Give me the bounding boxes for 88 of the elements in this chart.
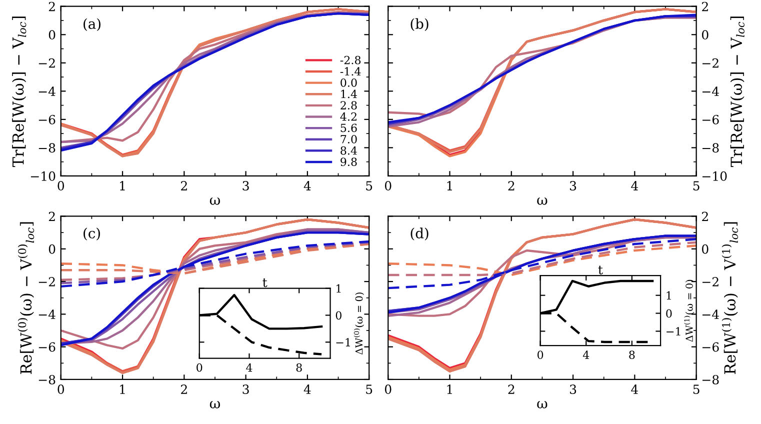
x-tick-label: 0 <box>384 384 392 394</box>
y-tick-label: 0 <box>666 309 672 318</box>
x-tick-label: 3 <box>570 384 576 394</box>
x-axis-title: ω <box>210 198 220 205</box>
x-tick-label: 2 <box>181 181 187 190</box>
y-tick-label: −2 <box>38 277 55 286</box>
y-tick-label: 0 <box>336 311 342 320</box>
x-axis-title: ω <box>537 401 548 408</box>
legend-label: -1.4 <box>340 67 361 76</box>
legend-label: 7.0 <box>340 135 357 144</box>
x-tick-label: 4 <box>304 181 311 190</box>
x-tick-label: 1 <box>120 384 125 394</box>
y-tick-label: 1 <box>336 284 341 293</box>
y-tick-label: −6 <box>702 114 719 124</box>
x-tick-label: 0 <box>384 181 392 190</box>
annotation: (b) <box>410 18 428 31</box>
y-tick-label: 2 <box>702 212 708 221</box>
x-tick-label: 4 <box>582 350 590 359</box>
y-tick-label: 0 <box>702 244 708 254</box>
y-tick-label: −6 <box>38 342 56 352</box>
x-tick-label: 4 <box>631 181 638 190</box>
y-tick-label: −6 <box>702 342 719 352</box>
x-tick-label: 0 <box>58 384 64 394</box>
x-tick-label: 2 <box>508 384 514 394</box>
x-tick-label: 4 <box>631 384 638 394</box>
y-tick-label: −6 <box>38 114 56 124</box>
legend-label: 5.6 <box>340 124 357 132</box>
y-tick-label: 0 <box>48 244 56 254</box>
x-tick-label: 8 <box>629 350 635 360</box>
y-tick-label: −8 <box>38 374 56 384</box>
y-tick-label: 2 <box>702 2 708 12</box>
y-tick-label: −4 <box>38 86 56 96</box>
y-tick-label: −1 <box>336 338 350 346</box>
x-axis-title: ω <box>537 198 548 205</box>
y-tick-label: 1 <box>666 291 671 300</box>
x-axis-title: t <box>262 278 268 288</box>
y-tick-label: −2 <box>702 58 718 68</box>
y-tick-label: 0 <box>702 30 708 40</box>
annotation: (a) <box>84 18 100 31</box>
x-tick-label: 1 <box>120 181 125 190</box>
x-tick-label: 0 <box>58 181 64 190</box>
y-axis-title: Tr[Re[W(ω)] − V$_{loc}$] <box>730 16 744 168</box>
legend-label: 1.4 <box>341 90 357 98</box>
x-tick-label: 5 <box>366 181 372 190</box>
y-tick-label: −10 <box>30 171 56 181</box>
x-tick-label: 4 <box>304 384 311 394</box>
x-tick-label: 3 <box>242 181 249 190</box>
x-tick-label: 0 <box>538 350 544 360</box>
x-tick-label: 3 <box>570 181 576 190</box>
x-tick-label: 8 <box>296 363 302 372</box>
y-axis-title: ΔW$^{(1)}$(ω = 0) <box>684 280 694 342</box>
x-tick-label: 1 <box>447 384 452 394</box>
y-tick-label: −2 <box>38 58 55 68</box>
legend-label: 0.0 <box>340 78 357 87</box>
y-tick-label: −8 <box>702 374 719 384</box>
y-tick-label: 0 <box>48 30 56 40</box>
y-tick-label: −4 <box>702 310 719 319</box>
legend-label: 2.8 <box>340 101 357 110</box>
x-tick-label: 3 <box>242 384 249 394</box>
x-tick-label: 2 <box>181 384 187 394</box>
x-axis-title: t <box>598 266 603 274</box>
legend-label: -2.8 <box>340 56 361 64</box>
y-tick-label: 2 <box>48 2 55 12</box>
y-axis-title: Tr[Re[W(ω)] − V$_{loc}$] <box>12 16 26 168</box>
x-tick-label: 5 <box>693 181 700 190</box>
y-tick-label: −1 <box>666 327 680 336</box>
y-tick-label: −4 <box>702 86 719 96</box>
y-axis-title: ΔW$^{(0)}$(ω = 0) <box>354 292 364 354</box>
annotation: (d) <box>410 228 428 240</box>
y-tick-label: −8 <box>38 143 56 153</box>
y-tick-label: −4 <box>38 310 56 319</box>
x-tick-label: 5 <box>366 384 372 394</box>
legend-label: 4.2 <box>340 112 356 121</box>
y-tick-label: 2 <box>48 212 55 221</box>
y-axis-title: Re[W$^{(1)}$(ω) − V$^{(1)}$$_{loc}$] <box>722 222 738 374</box>
legend-label: 8.4 <box>340 146 357 155</box>
x-axis-title: ω <box>210 401 220 408</box>
x-tick-label: 5 <box>693 384 700 394</box>
y-axis-title: Re[W$^{(0)}$(ω) − V$^{(0)}$$_{loc}$] <box>18 222 34 374</box>
x-tick-label: 1 <box>447 181 452 190</box>
annotation: (c) <box>84 228 100 240</box>
y-tick-label: −2 <box>702 277 718 286</box>
x-tick-label: 0 <box>196 363 202 372</box>
y-tick-label: −10 <box>702 171 727 181</box>
y-tick-label: −8 <box>702 143 719 153</box>
x-tick-label: 2 <box>508 181 514 190</box>
x-tick-label: 4 <box>246 363 252 372</box>
legend-label: 9.8 <box>340 158 357 166</box>
